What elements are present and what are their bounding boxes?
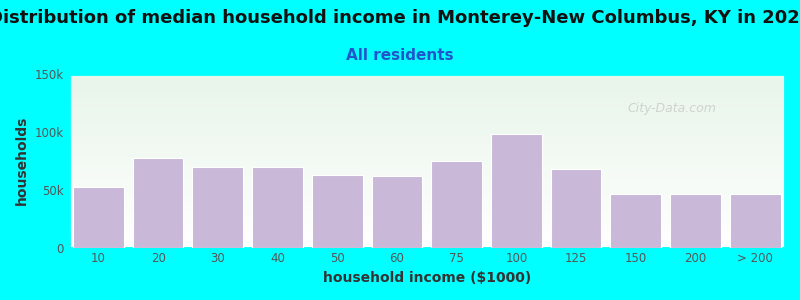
Bar: [730, 194, 781, 248]
Bar: [133, 158, 183, 248]
Bar: [73, 188, 124, 248]
Bar: [431, 161, 482, 248]
Bar: [371, 176, 422, 248]
Text: All residents: All residents: [346, 48, 454, 63]
Text: Distribution of median household income in Monterey-New Columbus, KY in 2022: Distribution of median household income …: [0, 9, 800, 27]
Bar: [193, 167, 243, 248]
X-axis label: household income ($1000): household income ($1000): [322, 271, 531, 285]
Bar: [670, 194, 721, 248]
Bar: [252, 167, 303, 248]
Bar: [491, 134, 542, 247]
Bar: [610, 194, 661, 248]
Y-axis label: households: households: [15, 116, 29, 206]
Bar: [312, 175, 362, 248]
Bar: [550, 169, 602, 248]
Text: City-Data.com: City-Data.com: [627, 102, 716, 115]
